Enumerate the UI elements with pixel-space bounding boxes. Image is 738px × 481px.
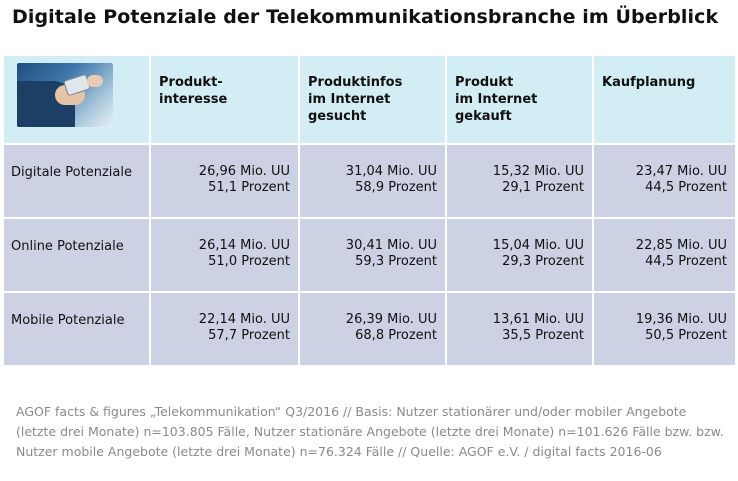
row-label-cell: Online Potenziale bbox=[4, 217, 150, 292]
potentials-table: Produkt- interesse Produktinfos im Inter… bbox=[4, 56, 735, 365]
percent-value: 44,5 Prozent bbox=[645, 180, 727, 195]
page-title: Digitale Potenziale der Telekommunikatio… bbox=[12, 6, 719, 28]
percent-value: 57,7 Prozent bbox=[208, 328, 290, 343]
uu-value: 22,85 Mio. UU bbox=[635, 238, 727, 253]
header-image-cell bbox=[4, 56, 150, 144]
uu-value: 13,61 Mio. UU bbox=[492, 312, 584, 327]
percent-value: 51,1 Prozent bbox=[208, 180, 290, 195]
table-cell: 31,04 Mio. UU 58,9 Prozent bbox=[298, 143, 446, 218]
uu-value: 31,04 Mio. UU bbox=[345, 164, 437, 179]
person-using-smartphone-photo-icon bbox=[17, 63, 113, 127]
row-label-cell: Digitale Potenziale bbox=[4, 143, 150, 218]
table-cell: 22,14 Mio. UU 57,7 Prozent bbox=[149, 291, 299, 365]
column-header-kaufplanung: Kaufplanung bbox=[592, 56, 735, 144]
column-header-produktinfos-gesucht: Produktinfos im Internet gesucht bbox=[298, 56, 446, 144]
percent-value: 51,0 Prozent bbox=[208, 254, 290, 269]
percent-value: 68,8 Prozent bbox=[355, 328, 437, 343]
uu-value: 15,04 Mio. UU bbox=[492, 238, 584, 253]
percent-value: 59,3 Prozent bbox=[355, 254, 437, 269]
percent-value: 29,1 Prozent bbox=[502, 180, 584, 195]
column-header-produkt-gekauft: Produkt im Internet gekauft bbox=[445, 56, 593, 144]
percent-value: 58,9 Prozent bbox=[355, 180, 437, 195]
table-row: Digitale Potenziale 26,96 Mio. UU 51,1 Pr… bbox=[4, 143, 735, 218]
table-cell: 23,47 Mio. UU 44,5 Prozent bbox=[592, 143, 735, 218]
row-label-cell: Mobile Potenziale bbox=[4, 291, 150, 365]
uu-value: 30,41 Mio. UU bbox=[345, 238, 437, 253]
table-row: Online Potenziale 26,14 Mio. UU 51,0 Proz… bbox=[4, 217, 735, 292]
table-header-row: Produkt- interesse Produktinfos im Inter… bbox=[4, 56, 735, 144]
percent-value: 50,5 Prozent bbox=[645, 328, 727, 343]
uu-value: 26,39 Mio. UU bbox=[345, 312, 437, 327]
uu-value: 19,36 Mio. UU bbox=[635, 312, 727, 327]
table-cell: 30,41 Mio. UU 59,3 Prozent bbox=[298, 217, 446, 292]
percent-value: 44,5 Prozent bbox=[645, 254, 727, 269]
percent-value: 35,5 Prozent bbox=[502, 328, 584, 343]
table-cell: 22,85 Mio. UU 44,5 Prozent bbox=[592, 217, 735, 292]
uu-value: 15,32 Mio. UU bbox=[492, 164, 584, 179]
table-cell: 26,96 Mio. UU 51,1 Prozent bbox=[149, 143, 299, 218]
column-header-produktinteresse: Produkt- interesse bbox=[149, 56, 299, 144]
table-cell: 13,61 Mio. UU 35,5 Prozent bbox=[445, 291, 593, 365]
table-cell: 19,36 Mio. UU 50,5 Prozent bbox=[592, 291, 735, 365]
source-note: AGOF facts & figures „Telekommunikation“… bbox=[16, 404, 724, 459]
uu-value: 23,47 Mio. UU bbox=[635, 164, 727, 179]
table-cell: 26,14 Mio. UU 51,0 Prozent bbox=[149, 217, 299, 292]
table-cell: 15,32 Mio. UU 29,1 Prozent bbox=[445, 143, 593, 218]
percent-value: 29,3 Prozent bbox=[502, 254, 584, 269]
uu-value: 26,14 Mio. UU bbox=[198, 238, 290, 253]
uu-value: 22,14 Mio. UU bbox=[198, 312, 290, 327]
table-cell: 15,04 Mio. UU 29,3 Prozent bbox=[445, 217, 593, 292]
table-row: Mobile Potenziale 22,14 Mio. UU 57,7 Proz… bbox=[4, 291, 735, 365]
table-cell: 26,39 Mio. UU 68,8 Prozent bbox=[298, 291, 446, 365]
uu-value: 26,96 Mio. UU bbox=[198, 164, 290, 179]
